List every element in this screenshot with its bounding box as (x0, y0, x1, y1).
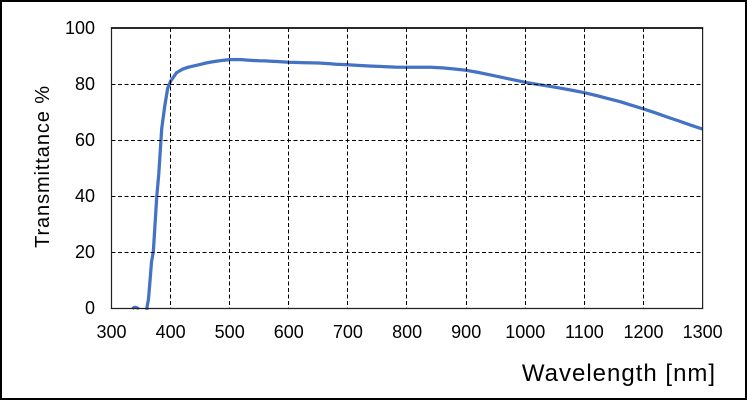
svg-text:700: 700 (333, 322, 363, 342)
svg-text:80: 80 (75, 74, 95, 94)
svg-text:40: 40 (75, 186, 95, 206)
svg-text:300: 300 (96, 322, 126, 342)
svg-text:100: 100 (65, 18, 95, 38)
svg-text:1200: 1200 (623, 322, 663, 342)
svg-text:Wavelength [nm]: Wavelength [nm] (522, 360, 716, 387)
svg-text:400: 400 (156, 322, 186, 342)
svg-text:Transmittance %: Transmittance % (32, 85, 54, 248)
svg-text:900: 900 (451, 322, 481, 342)
svg-text:0: 0 (85, 298, 95, 318)
svg-text:1100: 1100 (565, 322, 604, 342)
svg-text:60: 60 (75, 130, 95, 150)
svg-text:1300: 1300 (683, 322, 723, 342)
svg-text:600: 600 (274, 322, 304, 342)
svg-text:800: 800 (392, 322, 422, 342)
svg-text:1000: 1000 (505, 322, 545, 342)
svg-text:500: 500 (215, 322, 245, 342)
svg-text:20: 20 (75, 242, 95, 262)
